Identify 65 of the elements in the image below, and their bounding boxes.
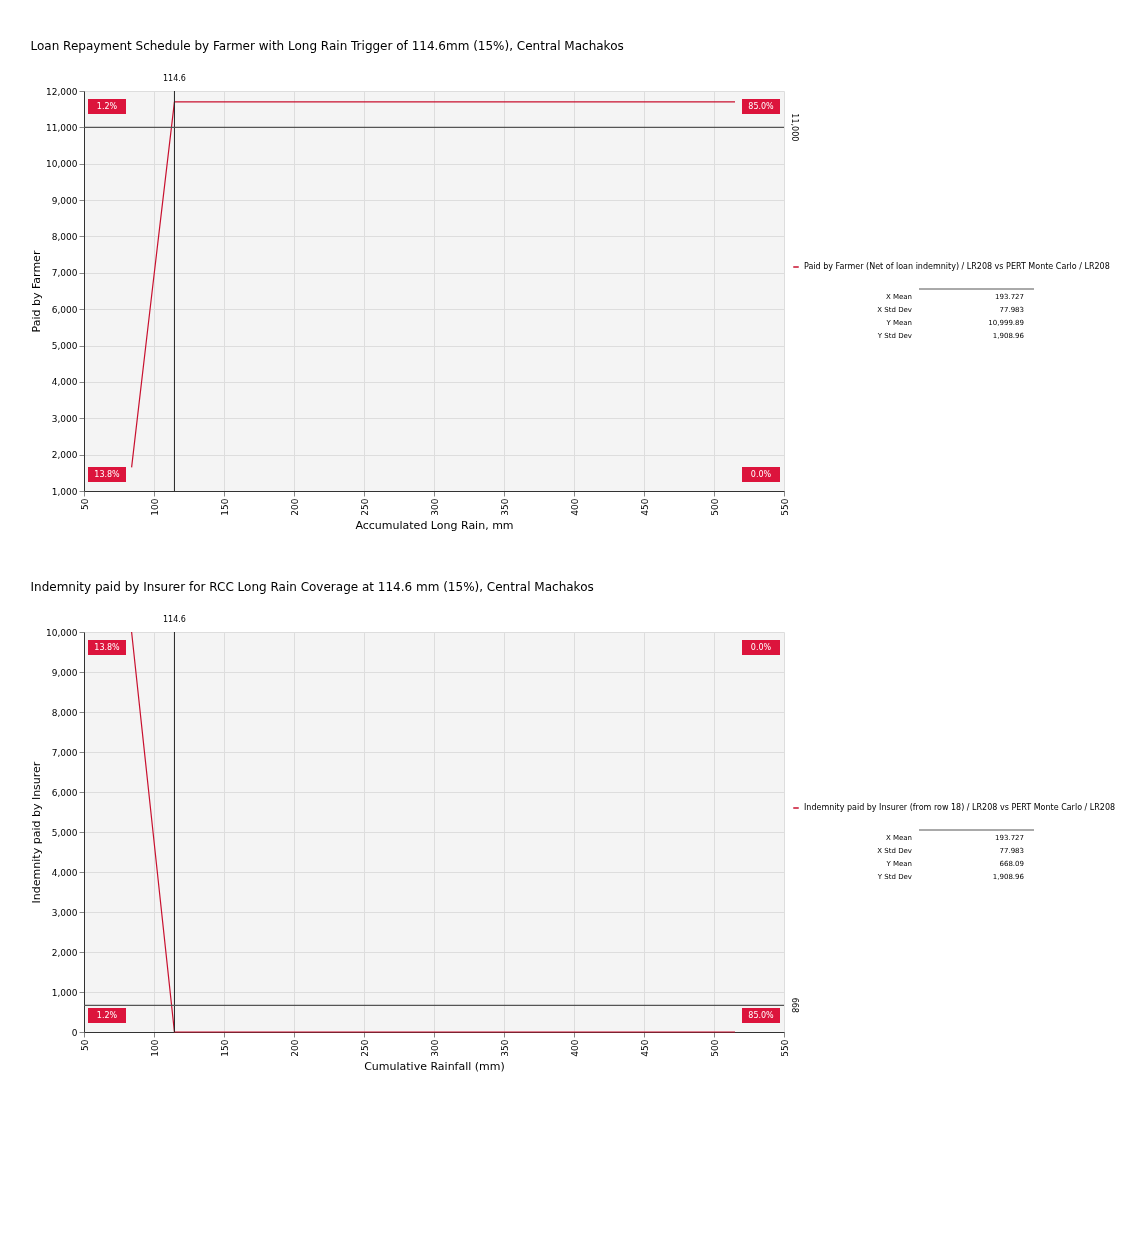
y-tick-label: 5,000 — [51, 341, 78, 352]
y-tick-label: 4,000 — [51, 377, 78, 388]
x-tick-label: 350 — [499, 1039, 510, 1057]
x-tick-label: 200 — [289, 498, 300, 516]
y-tick-label: 10,000 — [46, 627, 78, 638]
y-tick-label: 6,000 — [51, 787, 78, 798]
ref-line-label: 668 — [790, 997, 799, 1013]
y-tick-label: 7,000 — [51, 268, 78, 279]
x-tick-label: 400 — [569, 498, 580, 516]
legend-label: Indemnity paid by Insurer (from row 18) / LR208 vs PERT Monte Carlo / LR208 — [804, 803, 1116, 812]
x-tick-label: 250 — [359, 498, 370, 516]
annotation: 13.8% — [94, 643, 121, 652]
y-tick-label: 9,000 — [51, 667, 78, 678]
y-tick-label: 6,000 — [51, 304, 78, 315]
y-tick-label: 9,000 — [51, 195, 78, 206]
x-tick-label: 150 — [219, 1039, 230, 1057]
x-tick-label: 100 — [149, 1039, 160, 1057]
x-tick-label: 450 — [639, 498, 650, 516]
x-axis-title: Accumulated Long Rain, mm — [355, 518, 514, 532]
y-tick-label: 1,000 — [51, 987, 78, 998]
annotation: 1.2% — [96, 102, 118, 111]
annotation: 0.0% — [750, 470, 772, 479]
x-tick-label: 300 — [429, 1039, 440, 1057]
y-tick-label: 5,000 — [51, 827, 78, 838]
x-tick-label: 300 — [429, 498, 440, 516]
x-tick-label: 550 — [779, 498, 790, 516]
y-tick-label: 3,000 — [51, 907, 78, 918]
annotation: 13.8% — [94, 470, 121, 479]
y-tick-label: 2,000 — [51, 947, 78, 958]
x-tick-label: 350 — [499, 498, 510, 516]
x-tick-label: 250 — [359, 1039, 370, 1057]
y-tick-label: 12,000 — [46, 86, 78, 97]
ref-line-label: 114.6 — [162, 615, 186, 624]
y-tick-label: 0 — [71, 1027, 78, 1038]
annotation: 85.0% — [748, 1011, 775, 1020]
x-tick-label: 500 — [709, 498, 720, 516]
x-tick-label: 200 — [289, 1039, 300, 1057]
legend-label: Paid by Farmer (Net of loan indemnity) / LR208 vs PERT Monte Carlo / LR208 — [804, 262, 1110, 271]
ref-line-label: 11,000 — [790, 113, 799, 142]
chart-title: Indemnity paid by Insurer for RCC Long Rain Coverage at 114.6 mm (15%), Central Machakos — [30, 580, 594, 594]
x-tick-label: 500 — [709, 1039, 720, 1057]
y-tick-label: 10,000 — [46, 159, 78, 170]
chart-title: Loan Repayment Schedule by Farmer with Long Rain Trigger of 114.6mm (15%), Central Machakos — [30, 39, 624, 53]
x-tick-label: 550 — [779, 1039, 790, 1057]
y-tick-label: 8,000 — [51, 231, 78, 242]
annotation: 0.0% — [750, 643, 772, 652]
y-tick-label: 4,000 — [51, 867, 78, 878]
x-tick-label: 400 — [569, 1039, 580, 1057]
x-tick-label: 50 — [79, 1039, 90, 1051]
x-tick-label: 450 — [639, 1039, 650, 1057]
ref-line-label: 114.6 — [162, 74, 186, 83]
y-tick-label: 2,000 — [51, 450, 78, 461]
x-tick-label: 100 — [149, 498, 160, 516]
y-axis-title: Paid by Farmer — [30, 250, 44, 333]
y-tick-label: 1,000 — [51, 486, 78, 497]
y-tick-label: 3,000 — [51, 413, 78, 424]
y-tick-label: 11,000 — [46, 122, 78, 133]
annotation: 1.2% — [96, 1011, 118, 1020]
x-axis-title: Cumulative Rainfall (mm) — [364, 1059, 505, 1073]
x-tick-label: 50 — [79, 498, 90, 510]
y-tick-label: 8,000 — [51, 707, 78, 718]
annotation: 85.0% — [748, 102, 775, 111]
y-tick-label: 7,000 — [51, 747, 78, 758]
x-tick-label: 150 — [219, 498, 230, 516]
y-axis-title: Indemnity paid by Insurer — [30, 761, 44, 904]
